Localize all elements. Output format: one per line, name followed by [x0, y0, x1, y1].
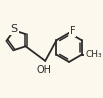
Text: CH₃: CH₃: [86, 50, 102, 59]
Text: S: S: [11, 24, 18, 34]
Text: F: F: [70, 26, 75, 36]
Text: OH: OH: [37, 65, 52, 75]
Text: O: O: [84, 50, 92, 60]
